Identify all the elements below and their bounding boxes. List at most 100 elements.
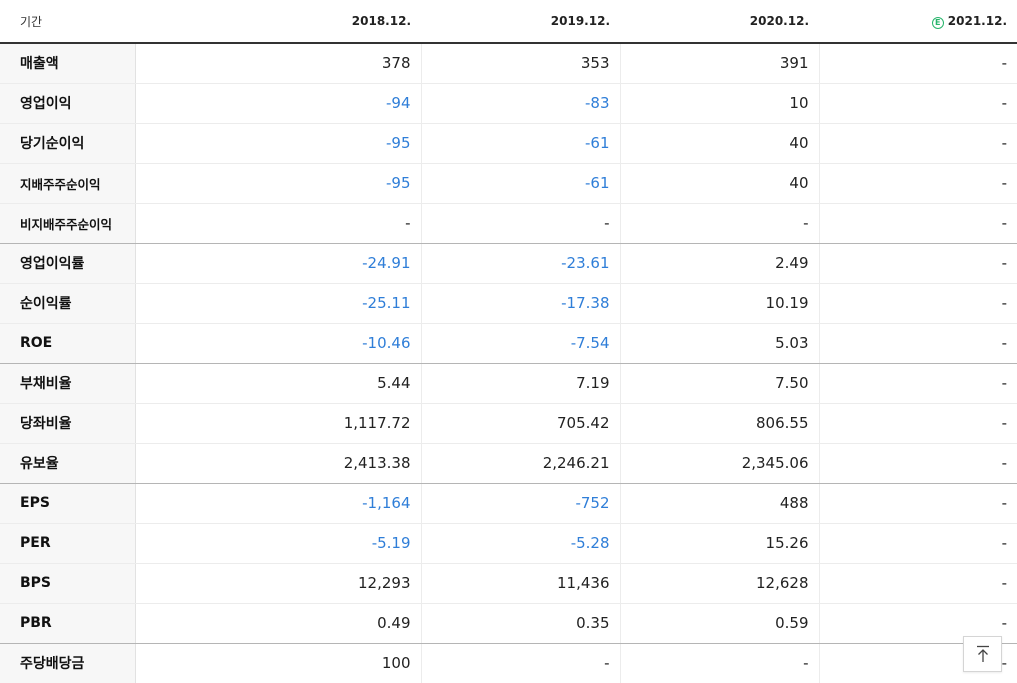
table-cell: - [818, 243, 1017, 284]
table-cell: - [818, 123, 1017, 164]
row-label: 지배주주순이익 [0, 163, 136, 204]
table-row: ROE -10.46 -7.54 5.03- [0, 323, 1017, 364]
row-label: 부채비율 [0, 363, 136, 404]
table-cell: - [134, 203, 421, 244]
table-cell: 5.44 [134, 363, 421, 404]
period-header: 기간 [0, 0, 135, 44]
table-row: 지배주주순이익 -95 -61 40- [0, 163, 1017, 204]
table-cell: 12,293 [134, 563, 421, 604]
row-label: 당기순이익 [0, 123, 136, 164]
table-cell: 0.59 [619, 603, 819, 644]
table-cell: 2,413.38 [134, 443, 421, 484]
table-cell: - [818, 43, 1017, 84]
table-row: EPS -1,164 -752 488- [0, 483, 1017, 524]
table-cell: -95 [134, 123, 421, 164]
table-cell: 2.49 [619, 243, 819, 284]
table-row: 매출액 378 353 391- [0, 43, 1017, 84]
arrow-up-to-top-icon [976, 645, 989, 662]
table-row: 비지배주주순이익 - - - - [0, 203, 1017, 244]
table-cell: 2,345.06 [619, 443, 819, 484]
table-cell: 40 [619, 123, 819, 164]
row-label: BPS [0, 563, 136, 604]
table-cell: 10.19 [619, 283, 819, 324]
table-cell: -61 [420, 123, 620, 164]
table-row: 주당배당금 100- - - [0, 643, 1017, 683]
table-row: 영업이익 -94 -83 10- [0, 83, 1017, 124]
table-cell: -7.54 [420, 323, 620, 364]
table-cell: -17.38 [420, 283, 620, 324]
table-cell: - [818, 83, 1017, 124]
table-cell: - [818, 443, 1017, 484]
row-label: PBR [0, 603, 136, 644]
table-cell: -5.28 [420, 523, 620, 564]
table-cell: - [818, 563, 1017, 604]
table-row: 순이익률 -25.11 -17.38 10.19- [0, 283, 1017, 324]
row-label: 주당배당금 [0, 643, 136, 683]
table-header-row: 기간 2018.12. 2019.12. 2020.12. E 2021.12. [0, 0, 1017, 44]
column-header-estimate: E 2021.12. [819, 0, 1017, 44]
row-label: 당좌비율 [0, 403, 136, 444]
table-cell: -61 [420, 163, 620, 204]
table-cell: -95 [134, 163, 421, 204]
table-cell: -94 [134, 83, 421, 124]
table-cell: -10.46 [134, 323, 421, 364]
table-cell: - [619, 203, 819, 244]
column-header: 2018.12. [135, 0, 421, 44]
table-cell: - [619, 643, 819, 683]
table-cell: -1,164 [134, 483, 421, 524]
table-cell: -5.19 [134, 523, 421, 564]
row-label: 매출액 [0, 43, 136, 84]
row-label: 비지배주주순이익 [0, 203, 136, 244]
row-label: 순이익률 [0, 283, 136, 324]
scroll-to-top-button[interactable] [963, 636, 1002, 672]
table-cell: 1,117.72 [134, 403, 421, 444]
row-label: ROE [0, 323, 136, 364]
table-cell: -83 [420, 83, 620, 124]
table-cell: 40 [619, 163, 819, 204]
table-cell: 7.50 [619, 363, 819, 404]
table-cell: 353 [420, 43, 620, 84]
table-cell: 391 [619, 43, 819, 84]
table-cell: 7.19 [420, 363, 620, 404]
table-cell: - [818, 363, 1017, 404]
table-cell: - [818, 163, 1017, 204]
table-cell: 100 [134, 643, 421, 683]
estimate-badge-icon: E [931, 16, 944, 29]
table-row: 당좌비율 1,117.72 705.42 806.55- [0, 403, 1017, 444]
table-cell: -24.91 [134, 243, 421, 284]
table-cell: 488 [619, 483, 819, 524]
table-row: 부채비율 5.44 7.19 7.50- [0, 363, 1017, 404]
table-cell: 15.26 [619, 523, 819, 564]
table-row: PER -5.19 -5.28 15.26- [0, 523, 1017, 564]
table-cell: 11,436 [420, 563, 620, 604]
table-cell: 12,628 [619, 563, 819, 604]
table-cell: 10 [619, 83, 819, 124]
row-label: PER [0, 523, 136, 564]
row-label: 영업이익 [0, 83, 136, 124]
table-cell: -23.61 [420, 243, 620, 284]
table-cell: -752 [420, 483, 620, 524]
table-cell: - [818, 523, 1017, 564]
table-cell: - [818, 283, 1017, 324]
table-cell: 0.49 [134, 603, 421, 644]
table-cell: 378 [134, 43, 421, 84]
table-cell: - [818, 483, 1017, 524]
table-cell: - [818, 323, 1017, 364]
table-cell: 2,246.21 [420, 443, 620, 484]
column-header: 2020.12. [620, 0, 819, 44]
row-label: 영업이익률 [0, 243, 136, 284]
table-row: 당기순이익 -95 -61 40- [0, 123, 1017, 164]
table-cell: - [420, 643, 620, 683]
table-cell: 5.03 [619, 323, 819, 364]
row-label: EPS [0, 483, 136, 524]
table-cell: - [818, 203, 1017, 244]
table-cell: -25.11 [134, 283, 421, 324]
column-header-label: 2021.12. [947, 13, 1007, 28]
table-row: BPS 12,293 11,436 12,628- [0, 563, 1017, 604]
table-cell: 806.55 [619, 403, 819, 444]
table-cell: - [818, 403, 1017, 444]
column-header: 2019.12. [421, 0, 620, 44]
table-cell: - [420, 203, 620, 244]
